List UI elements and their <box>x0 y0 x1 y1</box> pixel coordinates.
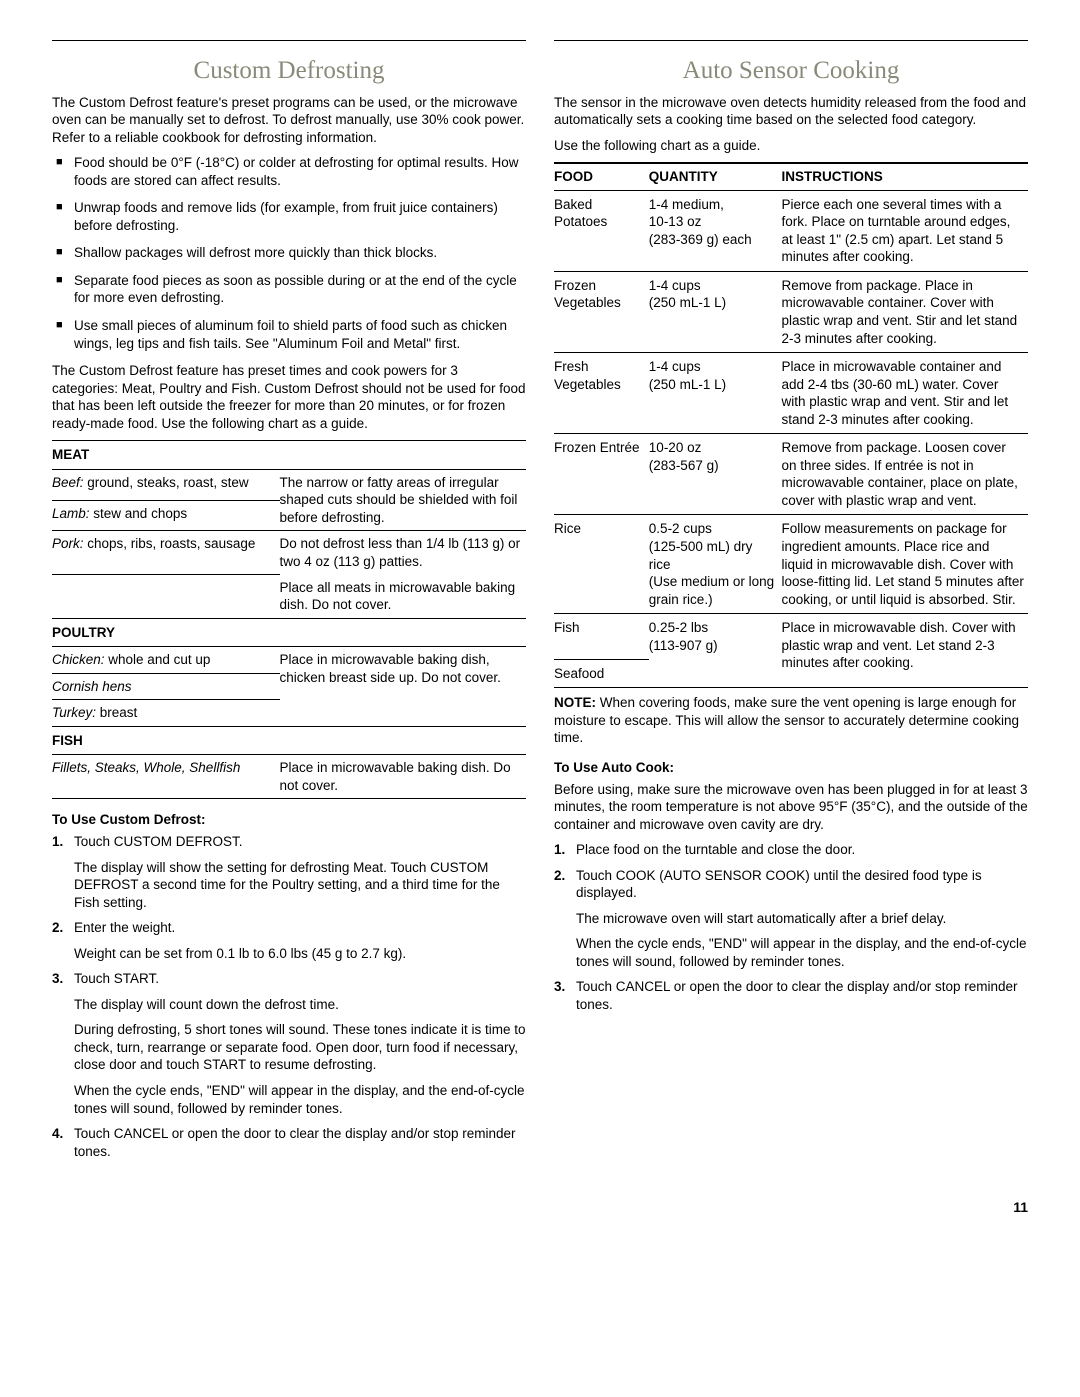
food-rest: ground, steaks, roast, stew <box>84 475 249 490</box>
bullet-item: Separate food pieces as soon as possible… <box>52 272 526 307</box>
meat-instr-c: Place all meats in microwavable baking d… <box>280 575 526 619</box>
instr-cell: Follow measurements on package for ingre… <box>782 515 1028 614</box>
step-line: Weight can be set from 0.1 lb to 6.0 lbs… <box>74 945 526 963</box>
step-line: The microwave oven will start automatica… <box>576 910 1028 928</box>
step: Place food on the turntable and close th… <box>554 841 1028 859</box>
food-em: Chicken: <box>52 652 105 667</box>
instr-cell: Place in microwavable dish. Cover with p… <box>782 614 1028 688</box>
food-rest: stew and chops <box>90 506 188 521</box>
poultry-row-food: Cornish hens <box>52 673 280 700</box>
step-line: Place food on the turntable and close th… <box>576 841 1028 859</box>
qty-cell: 10-20 oz (283-567 g) <box>649 434 782 515</box>
meat-row-food: Beef: ground, steaks, roast, stew <box>52 469 280 500</box>
step-line: Touch COOK (AUTO SENSOR COOK) until the … <box>576 867 1028 902</box>
cat-fish: FISH <box>52 726 526 755</box>
fish-row-food: Fillets, Steaks, Whole, Shellfish <box>52 755 280 799</box>
food-em: Cornish hens <box>52 679 132 694</box>
note-bold: NOTE: <box>554 695 596 710</box>
food-em: Pork: <box>52 536 84 551</box>
defrost-table: MEAT Beef: ground, steaks, roast, stew T… <box>52 440 526 799</box>
left-para2: The Custom Defrost feature has preset ti… <box>52 362 526 432</box>
qty-cell: 1-4 medium, 10-13 oz (283-369 g) each <box>649 190 782 271</box>
right-column: Auto Sensor Cooking The sensor in the mi… <box>554 40 1028 1168</box>
instr-cell: Pierce each one several times with a for… <box>782 190 1028 271</box>
food-cell: Fresh Vegetables <box>554 353 649 434</box>
th-instr: INSTRUCTIONS <box>782 163 1028 190</box>
instr-cell: Place in microwavable container and add … <box>782 353 1028 434</box>
th-food: FOOD <box>554 163 649 190</box>
food-em: Turkey: <box>52 705 96 720</box>
step: Touch CANCEL or open the door to clear t… <box>52 1125 526 1160</box>
meat-instr-b: Do not defrost less than 1/4 lb (113 g) … <box>280 531 526 575</box>
auto-cook-steps: Place food on the turntable and close th… <box>554 841 1028 1013</box>
fish-instr: Place in microwavable baking dish. Do no… <box>280 755 526 799</box>
step-line: Enter the weight. <box>74 919 526 937</box>
qty-cell: 1-4 cups (250 mL-1 L) <box>649 271 782 352</box>
food-rest: breast <box>96 705 137 720</box>
bullet-item: Shallow packages will defrost more quick… <box>52 244 526 262</box>
cat-poultry: POULTRY <box>52 618 526 647</box>
use-custom-defrost-header: To Use Custom Defrost: <box>52 811 526 829</box>
left-intro: The Custom Defrost feature's preset prog… <box>52 94 526 147</box>
food-rest: whole and cut up <box>105 652 211 667</box>
step: Touch START. The display will count down… <box>52 970 526 1117</box>
custom-defrost-steps: Touch CUSTOM DEFROST. The display will s… <box>52 833 526 1160</box>
use-auto-cook-header: To Use Auto Cook: <box>554 759 1028 777</box>
food-em: Beef: <box>52 475 84 490</box>
page-columns: Custom Defrosting The Custom Defrost fea… <box>52 40 1028 1168</box>
food-em: Fillets, Steaks, Whole, Shellfish <box>52 760 240 775</box>
food-cell: Baked Potatoes <box>554 190 649 271</box>
step-line: Touch CANCEL or open the door to clear t… <box>576 978 1028 1013</box>
note-text: When covering foods, make sure the vent … <box>554 695 1019 745</box>
step-line: Touch START. <box>74 970 526 988</box>
meat-instr-a: The narrow or fatty areas of irregular s… <box>280 469 526 531</box>
food-cell: Seafood <box>554 659 649 688</box>
th-qty: QUANTITY <box>649 163 782 190</box>
right-intro: The sensor in the microwave oven detects… <box>554 94 1028 129</box>
step-line: The display will show the setting for de… <box>74 859 526 912</box>
step-line: Touch CANCEL or open the door to clear t… <box>74 1125 526 1160</box>
meat-row-food: Lamb: stew and chops <box>52 500 280 531</box>
food-em: Lamb: <box>52 506 90 521</box>
instr-cell: Remove from package. Loosen cover on thr… <box>782 434 1028 515</box>
step: Touch CANCEL or open the door to clear t… <box>554 978 1028 1013</box>
food-cell: Frozen Entrée <box>554 434 649 515</box>
step-line: Touch CUSTOM DEFROST. <box>74 833 526 851</box>
qty-cell: 1-4 cups (250 mL-1 L) <box>649 353 782 434</box>
step: Touch COOK (AUTO SENSOR COOK) until the … <box>554 867 1028 971</box>
qty-cell <box>649 659 782 688</box>
right-heading: Auto Sensor Cooking <box>554 40 1028 88</box>
food-cell: Rice <box>554 515 649 614</box>
food-cell: Fish <box>554 614 649 660</box>
instr-cell: Remove from package. Place in microwavab… <box>782 271 1028 352</box>
right-intro2: Use the following chart as a guide. <box>554 137 1028 155</box>
bullet-item: Food should be 0°F (-18°C) or colder at … <box>52 154 526 189</box>
qty-cell: 0.25-2 lbs (113-907 g) <box>649 614 782 660</box>
bullet-item: Unwrap foods and remove lids (for exampl… <box>52 199 526 234</box>
step-line: When the cycle ends, "END" will appear i… <box>576 935 1028 970</box>
sensor-note: NOTE: When covering foods, make sure the… <box>554 694 1028 747</box>
qty-cell: 0.5-2 cups (125-500 mL) dry rice (Use me… <box>649 515 782 614</box>
sensor-table: FOOD QUANTITY INSTRUCTIONS Baked Potatoe… <box>554 162 1028 688</box>
cat-meat: MEAT <box>52 441 526 470</box>
left-column: Custom Defrosting The Custom Defrost fea… <box>52 40 526 1168</box>
step: Touch CUSTOM DEFROST. The display will s… <box>52 833 526 911</box>
step-line: When the cycle ends, "END" will appear i… <box>74 1082 526 1117</box>
left-heading: Custom Defrosting <box>52 40 526 88</box>
page-number: 11 <box>52 1198 1028 1216</box>
poultry-row-food: Chicken: whole and cut up <box>52 647 280 674</box>
step-line: During defrosting, 5 short tones will so… <box>74 1021 526 1074</box>
step-line: The display will count down the defrost … <box>74 996 526 1014</box>
meat-row-food: Pork: chops, ribs, roasts, sausage <box>52 531 280 575</box>
poultry-row-food: Turkey: breast <box>52 700 280 727</box>
food-rest: chops, ribs, roasts, sausage <box>84 536 256 551</box>
left-bullets: Food should be 0°F (-18°C) or colder at … <box>52 154 526 352</box>
auto-cook-pre: Before using, make sure the microwave ov… <box>554 781 1028 834</box>
food-cell: Frozen Vegetables <box>554 271 649 352</box>
poultry-instr: Place in microwavable baking dish, chick… <box>280 647 526 727</box>
bullet-item: Use small pieces of aluminum foil to shi… <box>52 317 526 352</box>
step: Enter the weight. Weight can be set from… <box>52 919 526 962</box>
